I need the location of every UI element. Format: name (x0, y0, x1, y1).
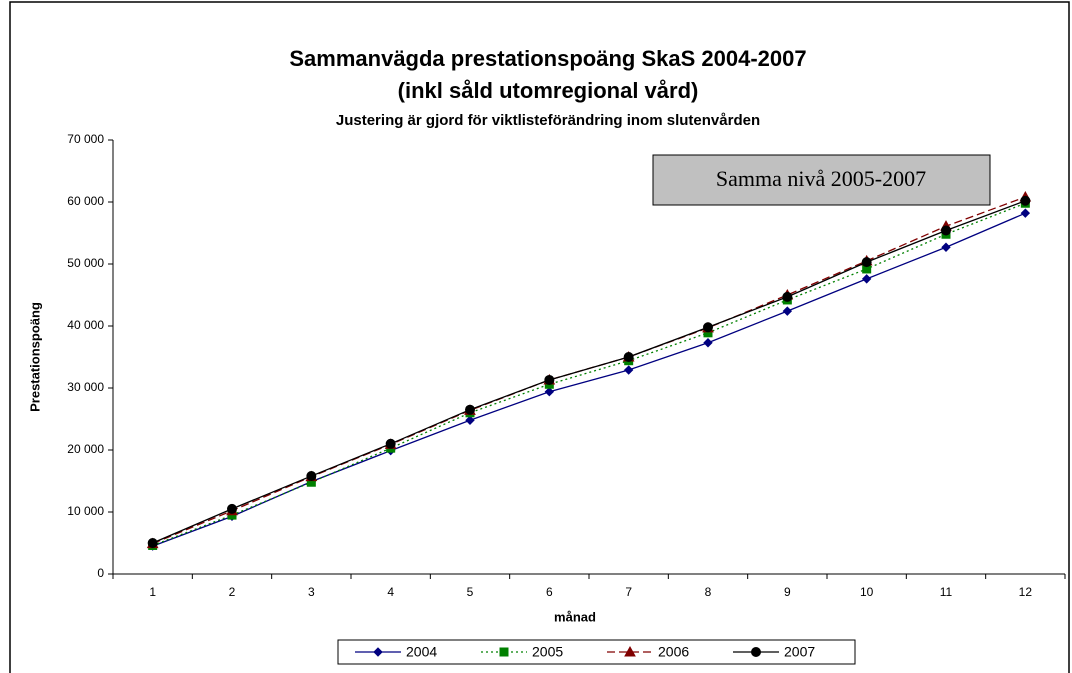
series-line (152, 200, 1026, 544)
legend-label: 2004 (406, 644, 437, 660)
y-tick-label: 40 000 (67, 318, 104, 332)
x-axis-label: månad (554, 609, 596, 624)
marker (624, 645, 636, 657)
series-line (152, 196, 1026, 545)
y-tick-label: 60 000 (67, 194, 104, 208)
legend-label: 2005 (532, 644, 563, 660)
x-tick-label: 5 (467, 585, 474, 599)
marker (941, 225, 951, 236)
y-tick-label: 70 000 (67, 132, 104, 146)
series-line (152, 212, 1026, 547)
x-tick-label: 8 (705, 585, 712, 599)
y-tick-label: 30 000 (67, 380, 104, 394)
x-tick-label: 7 (625, 585, 632, 599)
marker (499, 647, 509, 657)
marker (465, 404, 475, 415)
y-tick-label: 50 000 (67, 256, 104, 270)
chart-note: Justering är gjord för viktlisteförändri… (336, 112, 760, 129)
marker (227, 503, 237, 514)
chart-title: Sammanvägda prestationspoäng SkaS 2004-2… (289, 46, 806, 71)
marker (703, 322, 713, 333)
x-tick-label: 11 (940, 585, 953, 599)
x-tick-label: 4 (387, 585, 394, 599)
x-tick-label: 6 (546, 585, 553, 599)
frame (9, 1, 1070, 673)
marker (147, 538, 158, 548)
marker (1020, 195, 1031, 206)
y-tick-label: 20 000 (67, 442, 104, 456)
x-tick-label: 12 (1019, 585, 1033, 599)
y-tick-label: 0 (97, 566, 104, 580)
marker (385, 438, 396, 449)
marker (941, 242, 951, 252)
marker (751, 647, 761, 657)
marker (373, 647, 383, 657)
y-axis-label: Prestationspoäng (27, 302, 42, 412)
marker (465, 415, 475, 425)
marker (782, 306, 793, 316)
marker (861, 274, 872, 284)
marker (544, 387, 555, 397)
marker (623, 352, 634, 362)
x-tick-label: 3 (308, 585, 315, 599)
annotation-box (652, 154, 991, 206)
annotation: Samma nivå 2005-2007 (716, 166, 926, 191)
x-tick-label: 9 (784, 585, 791, 599)
marker (623, 365, 634, 375)
legend-label: 2006 (658, 644, 689, 660)
marker (544, 374, 555, 385)
marker (1020, 208, 1031, 218)
x-tick-label: 10 (860, 585, 874, 599)
marker (782, 291, 793, 302)
legend-label: 2007 (784, 644, 815, 660)
x-tick-label: 2 (229, 585, 236, 599)
x-tick-label: 1 (149, 585, 156, 599)
marker (861, 257, 872, 268)
marker (703, 338, 713, 348)
chart-subtitle: (inkl såld utomregional vård) (398, 78, 699, 103)
series-line (152, 202, 1026, 547)
marker (306, 471, 317, 482)
y-tick-label: 10 000 (67, 504, 104, 518)
